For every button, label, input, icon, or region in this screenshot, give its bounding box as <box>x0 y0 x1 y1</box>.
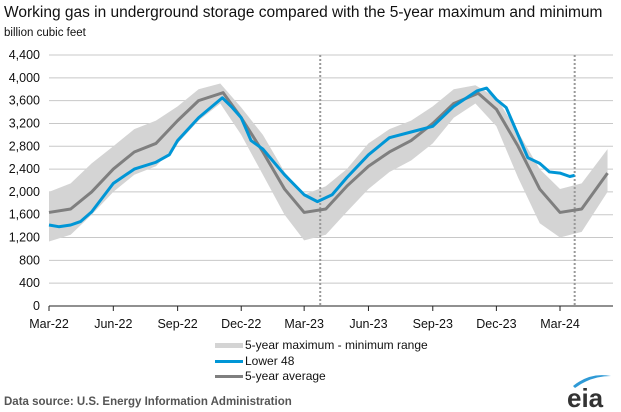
legend-item-lower48: Lower 48 <box>215 354 294 368</box>
x-tick-label: Mar-22 <box>29 317 69 331</box>
x-tick-label: Mar-24 <box>540 317 580 331</box>
y-tick-label: 2,400 <box>9 162 40 176</box>
y-tick-label: 400 <box>19 276 40 290</box>
y-tick-label: 1,600 <box>9 208 40 222</box>
range-band <box>49 83 608 242</box>
legend-item-range: 5-year maximum - minimum range <box>215 338 428 352</box>
y-tick-label: 3,600 <box>9 94 40 108</box>
y-tick-label: 2,800 <box>9 139 40 153</box>
series-line-5-year-average <box>48 91 609 214</box>
series-line-lower-48 <box>48 86 576 229</box>
x-tick-label: Sep-23 <box>413 317 453 331</box>
legend-swatch-range <box>215 342 243 348</box>
legend-label-range: 5-year maximum - minimum range <box>245 338 428 352</box>
y-tick-label: 3,200 <box>9 116 40 130</box>
legend-label-average: 5-year average <box>245 369 326 383</box>
chart-title: Working gas in underground storage compa… <box>4 4 603 21</box>
legend-item-average: 5-year average <box>215 369 326 383</box>
x-tick-label: Jun-22 <box>94 317 132 331</box>
legend-label-lower48: Lower 48 <box>245 354 295 368</box>
y-tick-label: 800 <box>19 253 40 267</box>
x-tick-label: Dec-23 <box>476 317 516 331</box>
eia-logo: eia <box>565 372 615 412</box>
y-tick-label: 4,400 <box>9 48 40 62</box>
y-axis-label: billion cubic feet <box>4 27 86 39</box>
y-tick-label: 2,000 <box>9 185 40 199</box>
x-tick-label: Dec-22 <box>221 317 261 331</box>
legend-swatch-average <box>215 374 243 378</box>
legend-swatch-lower48 <box>215 359 243 363</box>
svg-text:eia: eia <box>567 383 604 410</box>
y-tick-label: 4,000 <box>9 71 40 85</box>
x-tick-label: Mar-23 <box>284 317 324 331</box>
x-tick-label: Jun-23 <box>349 317 387 331</box>
x-tick-label: Sep-22 <box>157 317 197 331</box>
y-tick-label: 1,200 <box>9 231 40 245</box>
data-source: Data source: U.S. Energy Information Adm… <box>4 396 292 408</box>
y-tick-label: 0 <box>33 299 40 313</box>
